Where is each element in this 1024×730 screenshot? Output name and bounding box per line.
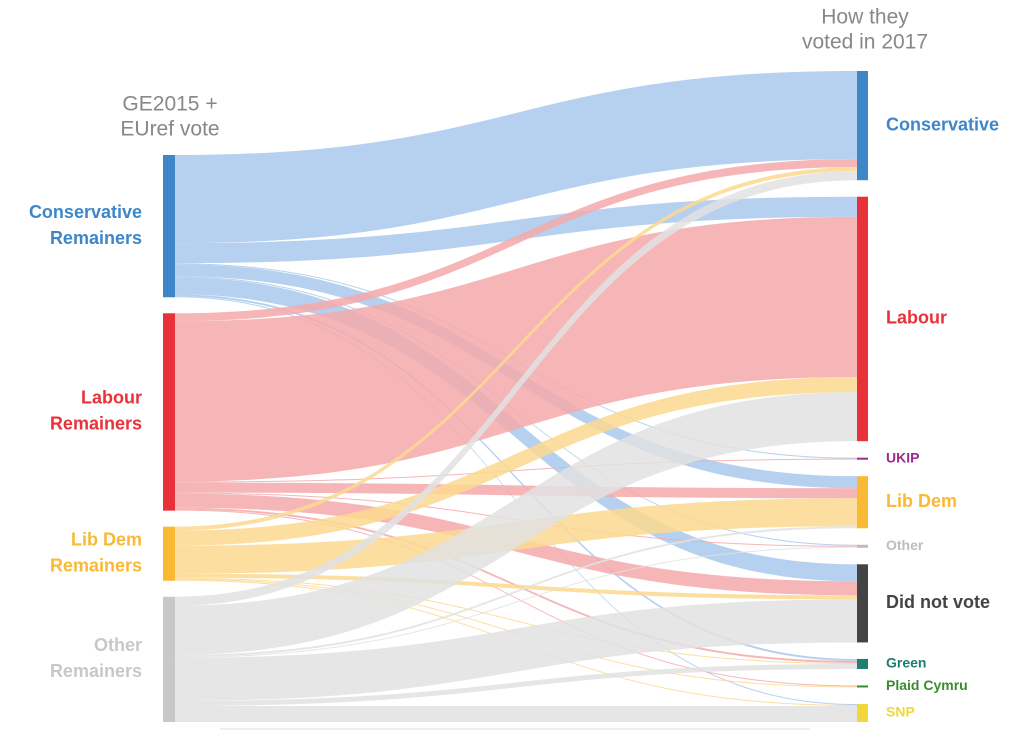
source-label: Conservative	[29, 202, 142, 222]
source-label: Labour	[81, 388, 142, 408]
target-label: Lib Dem	[886, 491, 957, 511]
source-label: Other	[94, 635, 142, 655]
flow	[175, 377, 857, 546]
flow	[175, 577, 857, 664]
target-node	[857, 476, 868, 529]
flow	[175, 71, 857, 244]
flow	[175, 705, 857, 722]
right-heading: How they	[821, 6, 909, 29]
flow	[175, 526, 857, 657]
flow	[175, 509, 857, 687]
flow	[175, 294, 857, 661]
target-label: Other	[886, 537, 924, 553]
flow	[175, 171, 857, 606]
target-label: Plaid Cymru	[886, 677, 968, 693]
source-label: Remainers	[50, 414, 142, 434]
flow	[175, 482, 857, 499]
left-heading: EUref vote	[120, 118, 219, 141]
source-node	[163, 526, 175, 581]
flow	[175, 573, 857, 600]
left-heading: GE2015 +	[122, 93, 217, 116]
flow	[175, 167, 857, 531]
target-node	[857, 685, 868, 688]
target-node	[857, 658, 868, 669]
source-node	[163, 596, 175, 722]
source-label: Remainers	[50, 555, 142, 575]
target-node	[857, 71, 868, 181]
target-node	[857, 564, 868, 643]
source-label: Remainers	[50, 228, 142, 248]
flow	[175, 458, 857, 483]
flow	[175, 546, 857, 658]
flows	[175, 71, 857, 722]
target-node	[857, 544, 868, 548]
flow	[175, 599, 857, 701]
source-label: Lib Dem	[71, 529, 142, 549]
target-label: Green	[886, 655, 926, 671]
source-node	[163, 313, 175, 511]
right-heading: voted in 2017	[802, 31, 928, 54]
target-node	[857, 196, 868, 442]
flow	[175, 196, 857, 264]
target-node	[857, 457, 868, 460]
target-label: SNP	[886, 704, 915, 720]
target-label: UKIP	[886, 449, 919, 465]
source-node	[163, 155, 175, 298]
target-label: Did not vote	[886, 592, 990, 612]
target-label: Labour	[886, 308, 947, 328]
flow	[175, 663, 857, 706]
source-label: Remainers	[50, 661, 142, 681]
flow	[175, 392, 857, 655]
target-node	[857, 703, 868, 722]
target-label: Conservative	[886, 114, 999, 134]
flow	[175, 159, 857, 322]
